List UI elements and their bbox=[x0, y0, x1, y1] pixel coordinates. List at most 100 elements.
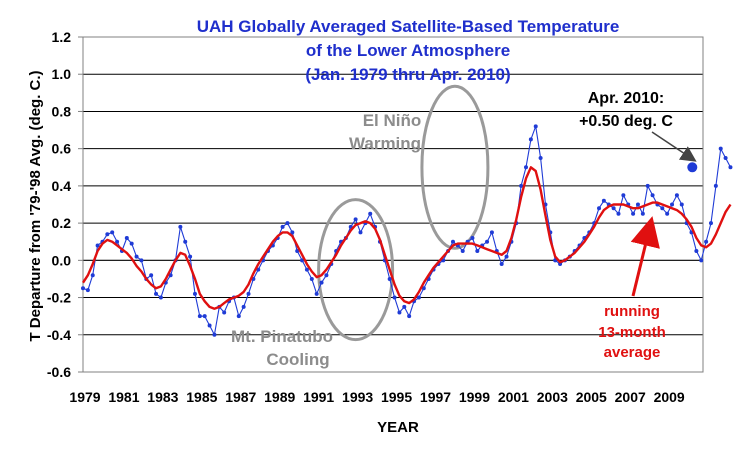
monthly-data-point bbox=[300, 258, 305, 263]
monthly-data-point bbox=[708, 221, 713, 226]
x-tick-label: 1989 bbox=[264, 389, 295, 405]
monthly-data-point bbox=[616, 211, 621, 216]
el-nino-annotation-line-1: El Niño bbox=[363, 111, 422, 130]
x-tick-label: 1987 bbox=[225, 389, 256, 405]
running-mean-arrow bbox=[630, 216, 660, 297]
monthly-data-point bbox=[358, 230, 363, 235]
monthly-data-point bbox=[718, 146, 723, 151]
x-tick-label: 2007 bbox=[615, 389, 646, 405]
series-layer bbox=[81, 124, 733, 337]
el-nino-annotation-line-2: Warming bbox=[349, 134, 421, 153]
el-nino-ellipse bbox=[420, 84, 490, 250]
monthly-data-point bbox=[728, 165, 733, 170]
y-tick-label: 0.0 bbox=[52, 252, 72, 268]
monthly-data-point bbox=[392, 295, 397, 300]
monthly-data-point bbox=[489, 230, 494, 235]
monthly-data-point bbox=[475, 249, 480, 254]
chart-title-line-2: of the Lower Atmosphere bbox=[306, 41, 510, 60]
monthly-data-point bbox=[699, 258, 704, 263]
monthly-data-point bbox=[309, 276, 314, 281]
y-tick-label: 0.8 bbox=[52, 103, 72, 119]
pinatubo-annotation-line-1: Mt. Pinatubo bbox=[231, 327, 333, 346]
monthly-data-point bbox=[168, 273, 173, 278]
last-point-annotation-line-1: Apr. 2010: bbox=[588, 90, 664, 107]
monthly-data-point bbox=[597, 206, 602, 211]
monthly-data-point bbox=[353, 217, 358, 222]
monthly-data-point bbox=[207, 323, 212, 328]
y-tick-label: 1.0 bbox=[52, 66, 72, 82]
monthly-data-point bbox=[601, 198, 606, 203]
x-tick-label: 1991 bbox=[303, 389, 334, 405]
x-axis-title: YEAR bbox=[377, 419, 419, 436]
monthly-data-point bbox=[134, 254, 139, 259]
monthly-data-point bbox=[713, 183, 718, 188]
pinatubo-annotation-line-2: Cooling bbox=[266, 350, 329, 369]
x-tick-label: 1979 bbox=[69, 389, 100, 405]
running-mean-annotation-line-2: 13-month bbox=[598, 324, 666, 341]
monthly-data-point bbox=[402, 304, 407, 309]
monthly-data-point bbox=[154, 291, 159, 296]
chart-title-line-3: (Jan. 1979 thru Apr. 2010) bbox=[305, 65, 510, 84]
y-tick-labels: 1.2 1.0 0.8 0.6 0.4 0.2 0.0 -0.2 -0.4 -0.6 bbox=[47, 29, 83, 380]
monthly-data-point bbox=[485, 239, 490, 244]
x-tick-label: 2003 bbox=[537, 389, 568, 405]
y-tick-label: -0.6 bbox=[47, 364, 71, 380]
monthly-data-point bbox=[670, 202, 675, 207]
last-point-arrow bbox=[651, 131, 697, 162]
running-mean-line bbox=[81, 166, 732, 310]
x-tick-labels: 1979 1981 1983 1985 1987 1989 1991 1993 1995 1997… bbox=[69, 389, 685, 405]
monthly-data-point bbox=[197, 314, 202, 319]
monthly-series-line bbox=[82, 125, 731, 336]
monthly-data-point bbox=[723, 155, 728, 160]
monthly-data-point bbox=[295, 249, 300, 254]
monthly-data-point bbox=[319, 280, 324, 285]
monthly-data-point bbox=[139, 258, 144, 263]
x-tick-label: 1981 bbox=[108, 389, 139, 405]
monthly-data-point bbox=[645, 183, 650, 188]
monthly-data-point bbox=[192, 291, 197, 296]
latest-point-marker bbox=[687, 162, 698, 173]
y-tick-label: 0.6 bbox=[52, 141, 72, 157]
running-mean-annotation-line-3: average bbox=[604, 344, 661, 361]
monthly-data-point bbox=[470, 236, 475, 240]
monthly-data-point bbox=[450, 239, 455, 244]
last-point-annotation-line-2: +0.50 deg. C bbox=[579, 113, 673, 130]
monthly-data-point bbox=[129, 241, 134, 246]
highlight-ellipses bbox=[317, 84, 490, 342]
monthly-data-point bbox=[85, 288, 90, 293]
monthly-data-point bbox=[90, 273, 95, 278]
x-tick-label: 1985 bbox=[186, 389, 217, 405]
monthly-data-point bbox=[621, 193, 626, 198]
monthly-data-point bbox=[202, 314, 207, 319]
monthly-data-point bbox=[314, 291, 319, 296]
monthly-data-point bbox=[460, 249, 465, 254]
x-tick-label: 1995 bbox=[381, 389, 412, 405]
monthly-data-point bbox=[660, 206, 665, 211]
monthly-data-point bbox=[304, 267, 309, 272]
monthly-data-point bbox=[523, 165, 528, 170]
monthly-data-point bbox=[533, 124, 538, 129]
y-tick-label: 0.2 bbox=[52, 215, 72, 231]
x-tick-label: 2001 bbox=[498, 389, 529, 405]
chart-title-line-1: UAH Globally Averaged Satellite-Based Te… bbox=[197, 17, 620, 36]
monthly-data-point bbox=[368, 211, 373, 216]
monthly-data-point bbox=[528, 137, 533, 142]
monthly-data-point bbox=[631, 211, 636, 216]
x-tick-label: 1983 bbox=[147, 389, 178, 405]
monthly-data-point bbox=[407, 314, 412, 319]
monthly-data-point bbox=[183, 239, 188, 244]
y-tick-label: 0.4 bbox=[52, 178, 72, 194]
monthly-data-point bbox=[81, 286, 85, 291]
monthly-data-point bbox=[694, 249, 699, 254]
plot-frame bbox=[82, 36, 704, 373]
monthly-data-point bbox=[115, 239, 120, 244]
monthly-data-point bbox=[212, 332, 217, 337]
monthly-data-point bbox=[416, 295, 421, 300]
monthly-data-point bbox=[95, 243, 100, 248]
x-tick-label: 2009 bbox=[654, 389, 685, 405]
monthly-data-point bbox=[290, 230, 295, 235]
monthly-data-point bbox=[538, 155, 543, 160]
monthly-data-point bbox=[387, 276, 392, 281]
pinatubo-ellipse bbox=[317, 198, 395, 342]
monthly-data-point bbox=[611, 206, 616, 211]
